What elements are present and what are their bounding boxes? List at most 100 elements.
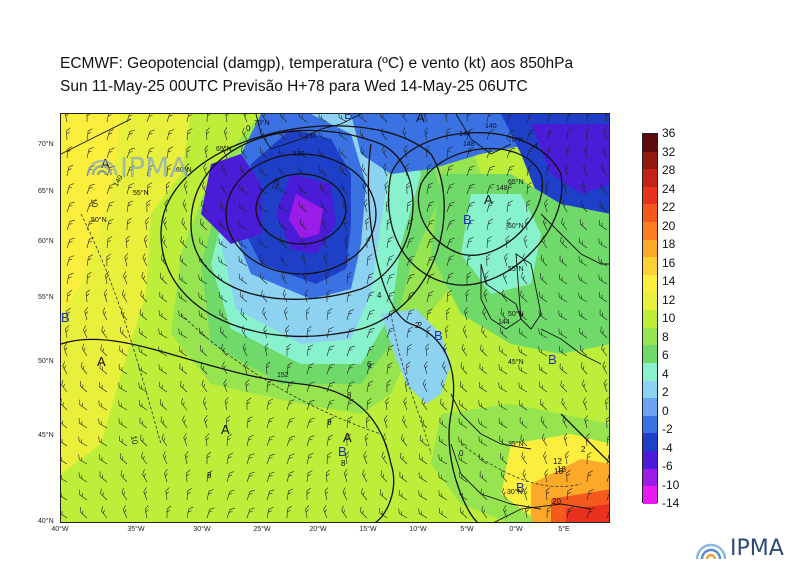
- temp-label: 0: [246, 124, 251, 133]
- wind-barb: [79, 507, 88, 519]
- wind-barb: [204, 415, 208, 429]
- colorbar-cell: [643, 433, 657, 451]
- wind-barb: [379, 507, 388, 519]
- wind-barb: [360, 146, 368, 159]
- wind-barb: [424, 361, 428, 375]
- wind-barb: [601, 163, 608, 177]
- wind-barb: [505, 235, 510, 249]
- wind-barb: [285, 325, 290, 339]
- wind-barb: [406, 309, 415, 321]
- wind-barb: [178, 310, 188, 321]
- map-title-line2: Sun 11-May-25 00UTC Previsão H+78 para W…: [60, 78, 528, 95]
- isotherm-12: [460, 443, 582, 487]
- wind-barb: [126, 129, 135, 141]
- wind-barb: [523, 487, 528, 501]
- wind-barb: [64, 114, 69, 123]
- low-label: B: [61, 310, 70, 325]
- wind-barb: [164, 199, 169, 213]
- wind-barb: [219, 309, 228, 321]
- wind-barb: [306, 399, 315, 411]
- wind-barb: [239, 183, 248, 195]
- wind-barb: [159, 399, 168, 411]
- wind-barb: [346, 290, 354, 303]
- wind-barb: [139, 309, 148, 321]
- wind-barb: [546, 129, 554, 141]
- wind-barb: [199, 345, 208, 357]
- wind-barb: [118, 400, 128, 411]
- wind-barb: [525, 505, 530, 519]
- wind-barb: [562, 415, 568, 429]
- wind-barb: [101, 506, 108, 519]
- wind-barb: [502, 271, 508, 285]
- wind-barb: [78, 454, 88, 465]
- africa-coast: [493, 503, 592, 522]
- wind-barb: [61, 490, 68, 501]
- contour-148b: [367, 143, 479, 522]
- colorbar-label: -6: [662, 459, 673, 473]
- wind-barb: [418, 508, 428, 519]
- wind-barb: [482, 307, 488, 321]
- wind-barb: [606, 434, 609, 447]
- wind-barb: [520, 290, 528, 303]
- ipma-logo-icon: [695, 543, 727, 559]
- isotherm-10: [80, 213, 162, 445]
- wind-barb: [164, 469, 168, 483]
- wind-barb: [62, 361, 68, 375]
- canada-coast: [61, 118, 132, 155]
- wind-barb: [326, 363, 335, 375]
- wind-barb: [526, 147, 535, 159]
- wind-barb: [586, 114, 592, 123]
- wind-barb: [566, 506, 574, 519]
- wind-barb: [120, 470, 128, 483]
- wind-barb: [446, 272, 454, 285]
- contour-label: 148: [496, 185, 508, 192]
- wind-barb: [145, 217, 150, 231]
- wind-barb: [98, 436, 108, 447]
- wind-barb: [259, 165, 268, 177]
- grid-lat-label: 55°N: [508, 265, 524, 273]
- wind-barb: [139, 327, 148, 339]
- contour-label: 136: [305, 133, 317, 140]
- contour-label: 140: [113, 174, 125, 188]
- wind-barb: [84, 307, 89, 321]
- lon-label: 25°W: [253, 526, 271, 533]
- wind-barb: [141, 452, 148, 465]
- wind-barb: [558, 310, 568, 321]
- wind-barb: [383, 415, 388, 429]
- wind-barb: [403, 145, 408, 159]
- wind-barb: [123, 271, 128, 285]
- colorbar-label: 36: [662, 126, 676, 140]
- wind-barb: [266, 489, 275, 501]
- wind-barb: [360, 506, 368, 519]
- wind-barb: [462, 325, 468, 339]
- wind-barb: [198, 274, 208, 285]
- colorbar-label: 4: [662, 366, 669, 381]
- wind-barb: [319, 183, 328, 195]
- wind-barb: [81, 343, 88, 357]
- wind-barb: [101, 325, 108, 339]
- wind-barb: [579, 237, 588, 249]
- high-label: A: [416, 114, 425, 125]
- wind-barb: [126, 183, 134, 195]
- contour-140: [160, 125, 445, 337]
- wind-barb: [423, 114, 428, 123]
- wind-barb: [240, 308, 248, 321]
- temp-label: 8: [207, 471, 212, 480]
- wind-barb: [403, 397, 408, 411]
- colorbar-label: 2: [662, 385, 669, 399]
- wind-barb: [182, 415, 188, 429]
- wind-barb: [446, 307, 451, 321]
- wind-barb: [438, 472, 448, 483]
- wind-barb: [204, 145, 209, 159]
- wind-barb: [503, 505, 508, 519]
- wind-barb: [379, 489, 388, 501]
- wind-barb: [385, 397, 390, 411]
- wind-barb: [243, 114, 248, 123]
- wind-barb: [405, 163, 410, 177]
- wind-barb: [498, 400, 508, 411]
- wind-barb: [346, 381, 355, 393]
- wind-barb: [61, 379, 68, 393]
- wind-barb: [366, 327, 375, 339]
- wind-barb: [121, 289, 128, 303]
- wind-barb: [519, 309, 528, 321]
